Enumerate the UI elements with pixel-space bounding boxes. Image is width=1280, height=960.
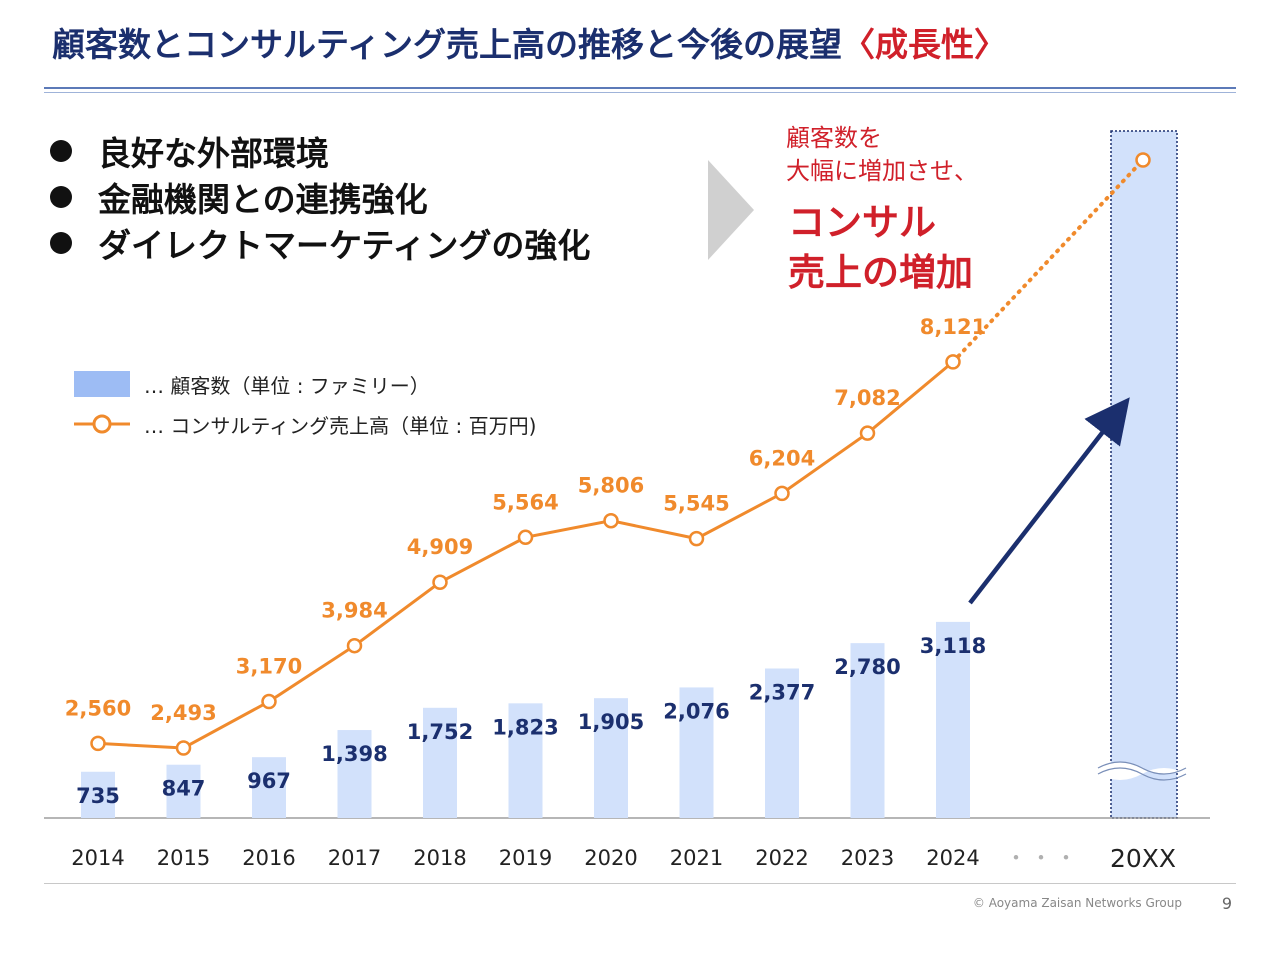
axis-break-line: [1097, 761, 1187, 781]
page-number: 9: [1221, 894, 1232, 913]
line-point: [688, 530, 705, 547]
legend-item-bars: … 顧客数（単位 : ファミリー）: [74, 364, 536, 404]
line-label: 2,493: [150, 701, 216, 725]
line-label: 5,545: [663, 492, 729, 516]
bullet-text: ダイレクトマーケティングの強化: [98, 226, 591, 265]
x-tick-label: 2022: [755, 846, 808, 870]
line-point: [945, 354, 961, 370]
line-label: 3,984: [321, 599, 387, 623]
copyright: © Aoyama Zaisan Networks Group: [972, 896, 1182, 910]
legend-bar-label: … 顧客数（単位 : ファミリー）: [144, 373, 430, 398]
x-tick-label: 2024: [926, 846, 979, 870]
x-tick-label: 2023: [841, 846, 894, 870]
bar: [252, 757, 286, 818]
line-point: [175, 740, 192, 756]
line-point: [90, 735, 106, 752]
bullet-item: 良好な外部環境: [50, 128, 590, 174]
projection-line: [951, 158, 1145, 364]
axis-break: [1098, 762, 1186, 780]
line-label: 4,909: [407, 535, 473, 559]
line-point: [859, 425, 876, 441]
line-point: [774, 485, 790, 502]
bar-label: 3,118: [920, 634, 986, 658]
x-tick-label: 2021: [670, 846, 723, 870]
bar: [850, 643, 885, 818]
line-label: 5,806: [578, 474, 644, 498]
legend-bar-swatch: [74, 371, 130, 397]
projection-point: [1135, 152, 1151, 168]
title-accent: 〈成長性〉: [842, 25, 1008, 64]
chart-legend: … 顧客数（単位 : ファミリー） … コンサルティング売上高（単位 : 百万円…: [74, 364, 536, 444]
line-point: [517, 529, 534, 546]
line-label: 2,560: [65, 696, 131, 720]
bar: [936, 621, 970, 818]
line-label: 3,170: [236, 655, 302, 679]
line-label: 6,204: [749, 446, 815, 470]
line-point: [261, 693, 277, 710]
bar: [679, 687, 714, 818]
bar: [423, 707, 457, 818]
bullet-text: 良好な外部環境: [98, 134, 329, 173]
title-rule: [44, 87, 1236, 89]
x-tick-label-future: 20XX: [1110, 844, 1176, 873]
page-title: 顧客数とコンサルティング売上高の推移と今後の展望〈成長性〉: [52, 18, 1007, 66]
x-tick-label: 2015: [157, 846, 210, 870]
line-point: [432, 574, 448, 590]
bar-label: 2,377: [749, 680, 815, 704]
bar-label: 1,823: [492, 715, 558, 739]
bar: [337, 730, 372, 818]
x-tick-label: 2017: [328, 846, 381, 870]
legend-line-label: … コンサルティング売上高（単位 : 百万円): [144, 413, 537, 438]
bar: [81, 771, 115, 818]
bar: [508, 703, 543, 818]
line-point: [346, 637, 363, 654]
x-tick-label: 2020: [584, 846, 637, 870]
x-tick-label: 2016: [242, 846, 295, 870]
bullet-item: ダイレクトマーケティングの強化: [50, 220, 590, 266]
bullet-text: 金融機関との連携強化: [98, 180, 428, 219]
legend-item-line: … コンサルティング売上高（単位 : 百万円): [74, 404, 536, 444]
bullet-item: 金融機関との連携強化: [50, 174, 590, 220]
line-point: [603, 512, 619, 529]
bullet-dot-icon: [50, 186, 72, 208]
bar-label: 2,780: [834, 655, 900, 679]
title-main: 顧客数とコンサルティング売上高の推移と今後の展望: [52, 25, 843, 64]
bar: [765, 668, 799, 818]
title-rule-thin: [44, 92, 1236, 93]
bullet-list: 良好な外部環境 金融機関との連携強化 ダイレクトマーケティングの強化: [50, 128, 590, 266]
line-label: 7,082: [834, 386, 900, 410]
line-series: [97, 360, 954, 750]
bar-label: 1,752: [407, 720, 473, 744]
message-small: 顧客数を 大幅に増加させ、: [786, 124, 978, 185]
x-tick-gap: ・・・: [1006, 846, 1081, 870]
bullet-dot-icon: [50, 140, 72, 162]
bar-label: 735: [76, 784, 120, 808]
message-big: コンサル 売上の増加: [788, 201, 973, 294]
x-tick-label: 2018: [413, 846, 466, 870]
chevron-right-icon: [708, 160, 754, 260]
growth-arrow: [968, 397, 1130, 605]
bar: [166, 764, 201, 818]
bar-label: 967: [247, 769, 291, 793]
bar-label: 847: [162, 777, 206, 801]
bar: [594, 698, 628, 818]
x-tick-label: 2019: [499, 846, 552, 870]
footer-rule: [44, 883, 1236, 884]
bullet-dot-icon: [50, 232, 72, 254]
bar-label: 2,076: [663, 699, 729, 723]
future-bar: [1110, 130, 1178, 819]
bar-label: 1,905: [578, 710, 644, 734]
legend-line-swatch: [74, 414, 130, 434]
line-label: 8,121: [920, 315, 986, 339]
line-label: 5,564: [492, 490, 558, 514]
x-tick-label: 2014: [71, 846, 124, 870]
bar-label: 1,398: [321, 742, 387, 766]
